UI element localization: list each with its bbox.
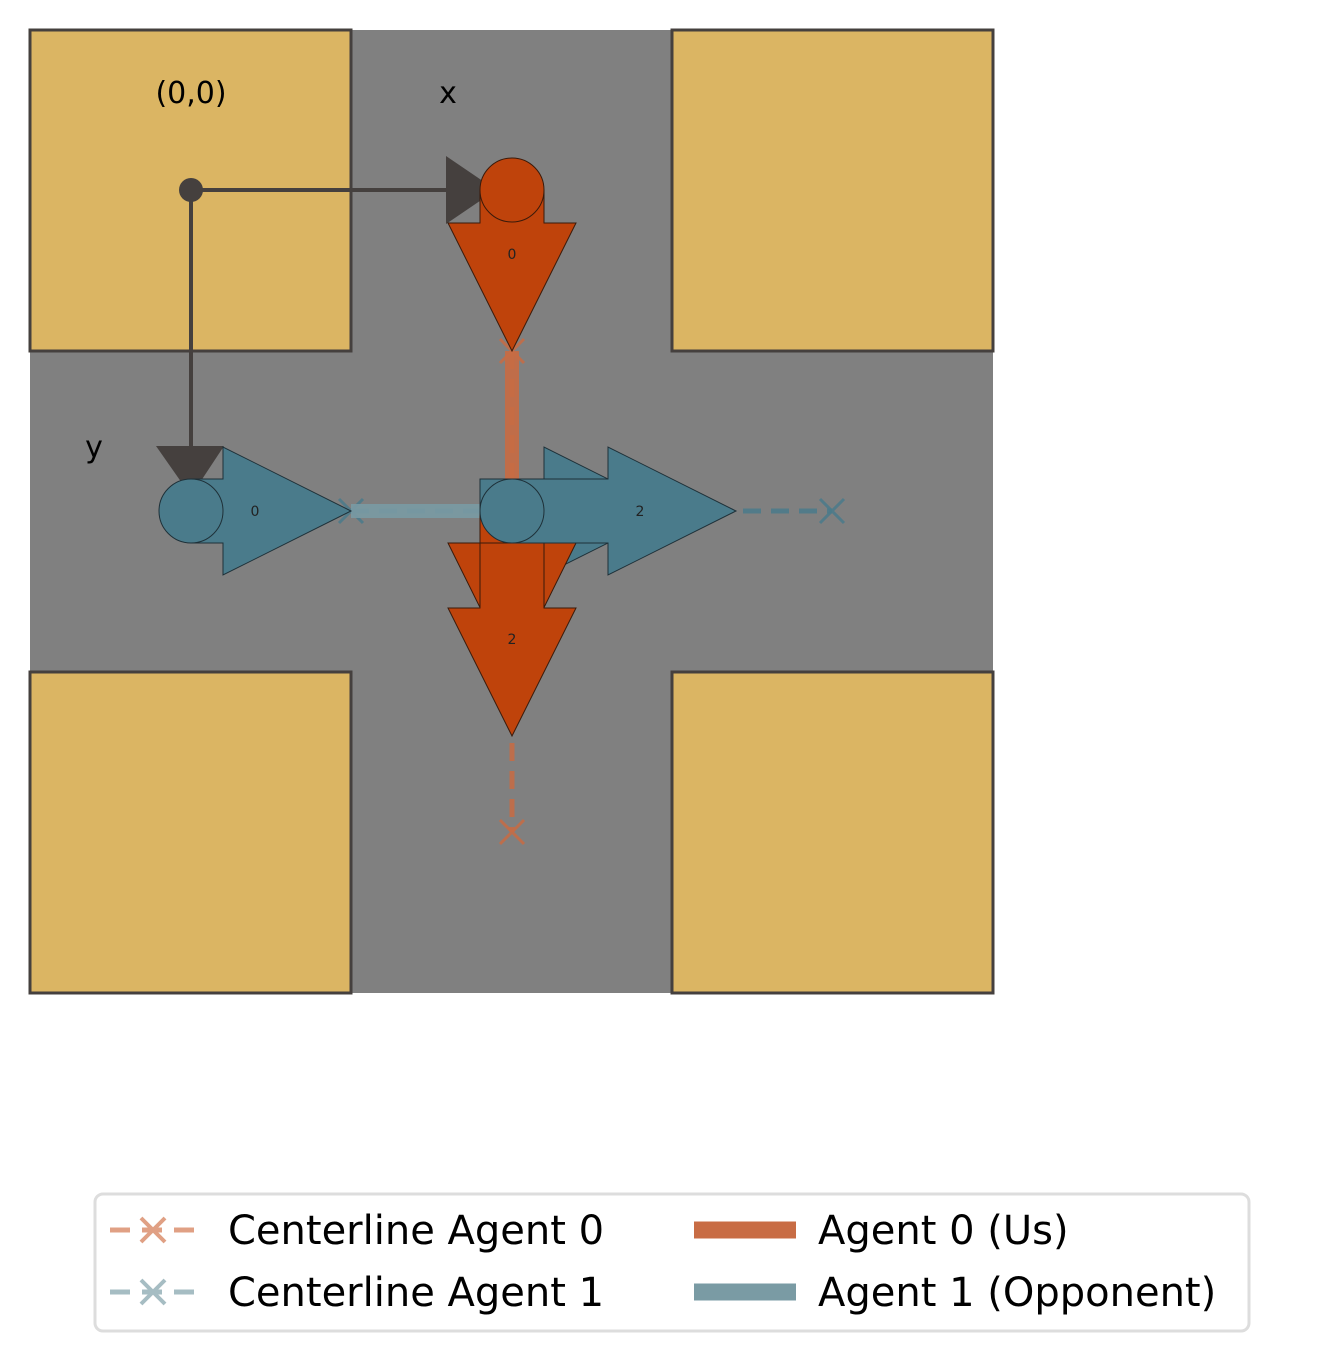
legend-label-agent-0: Agent 0 (Us) xyxy=(818,1208,1069,1254)
origin-label: (0,0) xyxy=(155,76,226,111)
legend-item-centerline-agent-0: Centerline Agent 0 xyxy=(110,1208,604,1254)
coordinate-axes xyxy=(156,156,496,496)
legend-label-centerline-agent-1: Centerline Agent 1 xyxy=(228,1270,604,1316)
agent-1-step-label-2: 2 xyxy=(636,504,645,520)
legend-frame xyxy=(93,1192,1251,1333)
agent-1-arrow-step-2 xyxy=(511,446,738,576)
agent-0-arrow-step-2 xyxy=(447,542,577,738)
agent-0-step-label-2: 2 xyxy=(508,632,517,648)
agent-1-step-label-0: 0 xyxy=(251,504,260,520)
agent-1-body-step-0 xyxy=(158,478,224,544)
x-axis-arrowhead xyxy=(446,156,496,224)
y-axis-label: y xyxy=(85,430,103,465)
block-top-right xyxy=(670,28,995,353)
y-axis-arrowhead xyxy=(156,446,224,496)
legend-item-centerline-agent-1: Centerline Agent 1 xyxy=(110,1270,604,1316)
legend: Centerline Agent 0 Centerline Agent 1 Ag… xyxy=(93,1192,1251,1333)
agent-1-arrows-top xyxy=(479,446,738,576)
origin-dot xyxy=(179,178,203,202)
agent-0-step-label-0: 0 xyxy=(508,247,517,263)
legend-x-marker-0 xyxy=(139,1216,167,1244)
legend-label-agent-1: Agent 1 (Opponent) xyxy=(818,1270,1216,1316)
legend-x-marker-1 xyxy=(139,1278,167,1306)
legend-label-centerline-agent-0: Centerline Agent 0 xyxy=(228,1208,604,1254)
block-bottom-right xyxy=(670,670,995,995)
x-axis-label: x xyxy=(439,76,457,111)
agent-0-body-step-0 xyxy=(479,157,545,223)
agent-1-body-step-1 xyxy=(479,478,545,544)
legend-item-agent-0: Agent 0 (Us) xyxy=(694,1208,1069,1254)
block-bottom-left xyxy=(28,670,353,995)
agent-0-arrows xyxy=(447,157,577,738)
legend-item-agent-1: Agent 1 (Opponent) xyxy=(694,1270,1216,1316)
